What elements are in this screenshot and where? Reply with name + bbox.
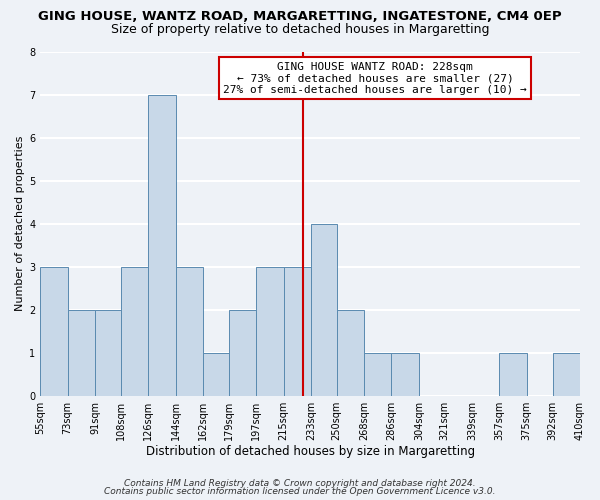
Text: Size of property relative to detached houses in Margaretting: Size of property relative to detached ho… (111, 22, 489, 36)
Bar (311, 224, 337, 396)
Bar (256, 267, 284, 396)
X-axis label: Distribution of detached houses by size in Margaretting: Distribution of detached houses by size … (146, 444, 475, 458)
Bar (148, 94, 176, 396)
Text: Contains public sector information licensed under the Open Government Licence v3: Contains public sector information licen… (104, 487, 496, 496)
Bar (229, 310, 256, 396)
Bar (364, 353, 391, 396)
Bar (176, 267, 203, 396)
Text: Contains HM Land Registry data © Crown copyright and database right 2024.: Contains HM Land Registry data © Crown c… (124, 478, 476, 488)
Bar (40, 267, 68, 396)
Text: GING HOUSE WANTZ ROAD: 228sqm
← 73% of detached houses are smaller (27)
27% of s: GING HOUSE WANTZ ROAD: 228sqm ← 73% of d… (223, 62, 527, 95)
Bar (284, 267, 311, 396)
Y-axis label: Number of detached properties: Number of detached properties (15, 136, 25, 312)
Bar (499, 353, 527, 396)
Text: GING HOUSE, WANTZ ROAD, MARGARETTING, INGATESTONE, CM4 0EP: GING HOUSE, WANTZ ROAD, MARGARETTING, IN… (38, 10, 562, 23)
Bar (203, 353, 229, 396)
Bar (68, 310, 95, 396)
Bar (121, 267, 148, 396)
Bar (553, 353, 580, 396)
Bar (337, 310, 364, 396)
Bar (391, 353, 419, 396)
Bar (95, 310, 121, 396)
